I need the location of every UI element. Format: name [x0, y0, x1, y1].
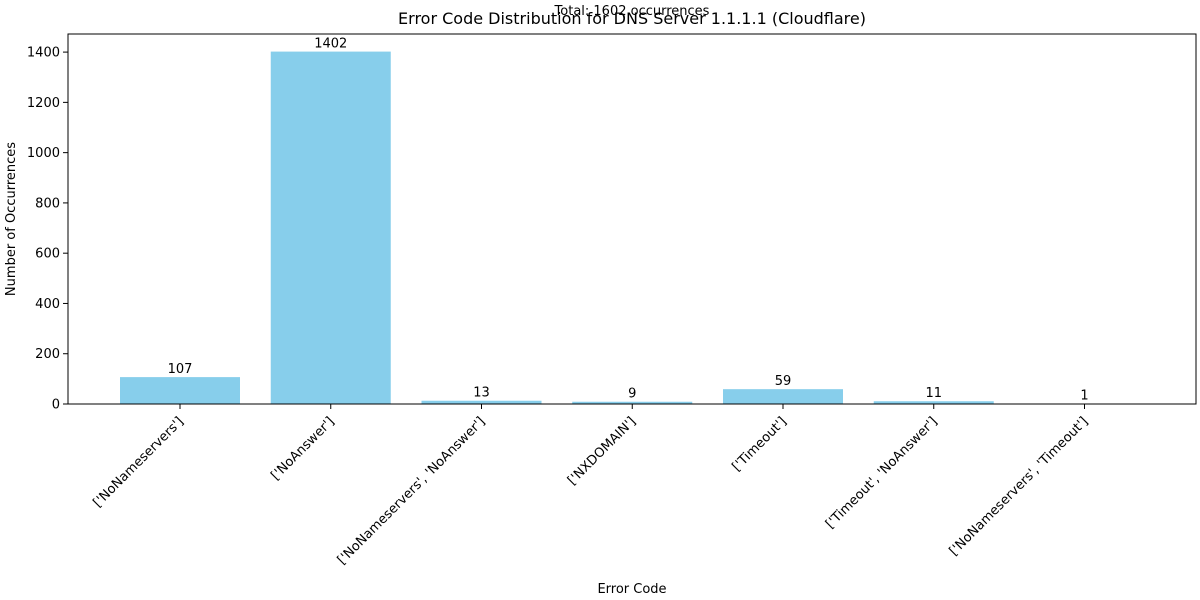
bar-0 [120, 377, 240, 404]
chart-subtitle: Total: 1602 occurrences [554, 4, 710, 19]
y-tick-label-6: 1200 [27, 96, 60, 111]
y-axis: 0 200 400 600 800 1000 1200 1400 [27, 46, 68, 413]
x-tick-label-0: ['NoNameservers'] [90, 414, 186, 510]
y-axis-label: Number of Occurrences [4, 142, 19, 296]
y-tick-label-2: 400 [35, 297, 60, 312]
x-tick-label-1: ['NoAnswer'] [268, 414, 337, 483]
y-tick-label-5: 1000 [27, 146, 60, 161]
x-axis-label: Error Code [597, 582, 666, 597]
bar-3 [572, 401, 693, 404]
x-tick-label-2: ['NoNameservers', 'NoAnswer'] [335, 414, 489, 568]
chart-title: Error Code Distribution for DNS Server 1… [398, 9, 866, 28]
x-tick-label-6: ['NoNameservers', 'Timeout'] [947, 414, 1092, 559]
x-tick-label-4: ['Timeout'] [729, 414, 789, 474]
bar-value-label-3: 9 [628, 387, 636, 402]
bar-value-label-4: 59 [775, 374, 792, 389]
x-tick-label-3: ['NXDOMAIN'] [565, 414, 639, 488]
y-tick-label-7: 1400 [27, 46, 60, 61]
bar-value-label-5: 11 [925, 386, 942, 401]
x-tick-label-5: ['Timeout', 'NoAnswer'] [823, 414, 941, 532]
plot-frame [67, 33, 1197, 405]
bar-5 [873, 401, 994, 404]
y-tick-label-1: 200 [35, 347, 60, 362]
y-tick-label-4: 800 [35, 196, 60, 211]
bar-value-label-0: 107 [168, 362, 193, 377]
bar-value-label-6: 1 [1080, 389, 1088, 404]
bar-value-label-1: 1402 [314, 37, 347, 52]
y-tick-label-0: 0 [52, 398, 60, 413]
bars-layer [120, 51, 1145, 405]
bar-1 [270, 51, 391, 405]
bar-2 [421, 400, 542, 404]
y-tick-label-3: 600 [35, 247, 60, 262]
x-axis: ['NoNameservers'] ['NoAnswer']['NoNameser… [90, 404, 1091, 568]
bar-value-label-2: 13 [473, 386, 490, 401]
bar-4 [723, 389, 843, 404]
